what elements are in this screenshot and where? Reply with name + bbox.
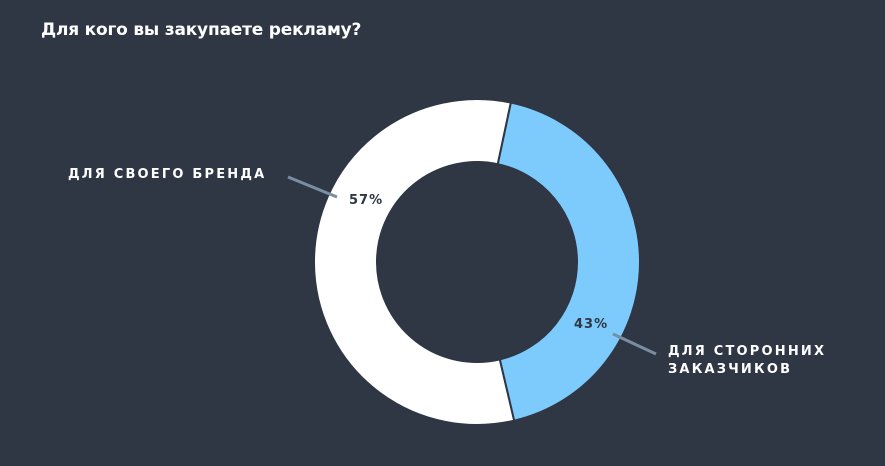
leader-line-1 (287, 175, 338, 199)
slice-category-label-line: ДЛЯ СВОЕГО БРЕНДА (68, 167, 266, 182)
slice-category-label-2: ДЛЯ СТОРОННИХ ЗАКАЗЧИКОВ (668, 344, 826, 377)
slice-value-label-1: 57% (349, 193, 383, 208)
chart-title: Для кого вы закупаете рекламу? (41, 20, 362, 40)
slice-value-label-2: 43% (574, 317, 608, 332)
donut-slice-1 (313, 98, 516, 426)
leader-line-2 (612, 332, 657, 356)
slice-category-label-1: ДЛЯ СВОЕГО БРЕНДА (68, 167, 266, 182)
slice-category-label-line: ДЛЯ СТОРОННИХ (668, 344, 826, 359)
slice-category-label-line: ЗАКАЗЧИКОВ (668, 362, 792, 377)
donut-slice-2 (496, 101, 641, 422)
